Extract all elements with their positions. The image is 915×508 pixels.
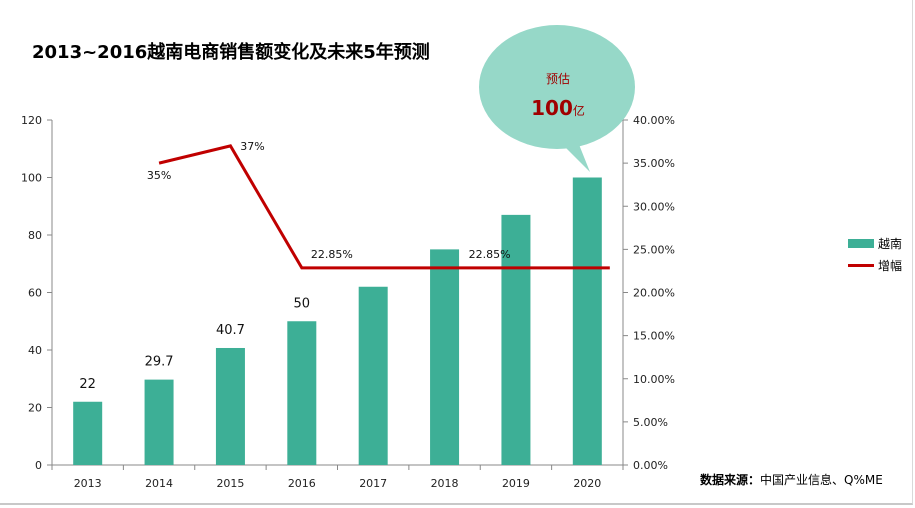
legend-item-bar: 越南: [848, 232, 902, 254]
callout-value-group: 100亿: [520, 96, 596, 120]
y-left-tick-label: 40: [28, 344, 42, 357]
y-right-tick-label: 15.00%: [633, 330, 675, 343]
bar: [73, 401, 103, 465]
bar: [287, 321, 317, 465]
callout-label: 预估: [545, 72, 570, 86]
y-left-tick-label: 60: [28, 287, 42, 300]
chart-title: 2013~2016越南电商销售额变化及未来5年预测: [32, 42, 430, 63]
y-right-tick-label: 20.00%: [633, 287, 675, 300]
y-right-tick-label: 0.00%: [633, 459, 668, 472]
line-data-label: 22.85%: [311, 248, 353, 261]
y-left-tick-label: 80: [28, 229, 42, 242]
bar-data-label: 29.7: [145, 355, 174, 370]
line-data-label: 22.85%: [469, 248, 511, 261]
y-left-tick-label: 120: [21, 114, 42, 127]
legend-swatch-bar: [848, 238, 874, 248]
callout-unit: 亿: [572, 104, 585, 118]
x-tick-label: 2018: [431, 477, 459, 490]
x-tick-label: 2013: [74, 477, 102, 490]
legend-label-line: 增幅: [878, 258, 903, 273]
y-left-tick-label: 0: [35, 459, 42, 472]
bar: [215, 347, 245, 465]
bar: [501, 214, 531, 465]
x-tick-label: 2014: [145, 477, 173, 490]
source-note: 数据来源：中国产业信息、Q%ME: [700, 471, 883, 488]
x-tick-label: 2019: [502, 477, 530, 490]
bar-data-label: 50: [294, 296, 311, 311]
bar: [144, 379, 174, 465]
x-tick-label: 2016: [288, 477, 316, 490]
callout-value: 100: [531, 96, 573, 120]
source-text: 中国产业信息、Q%ME: [760, 473, 883, 487]
y-left-tick-label: 20: [28, 402, 42, 415]
bar-data-label: 22: [79, 377, 96, 392]
legend-item-line: 增幅: [848, 254, 902, 276]
x-tick-label: 2017: [359, 477, 387, 490]
x-tick-label: 2015: [216, 477, 244, 490]
source-label: 数据来源：: [700, 473, 761, 487]
legend-swatch-line: [848, 263, 874, 267]
growth-line: [158, 144, 610, 270]
bar: [358, 286, 388, 465]
line-data-label: 37%: [240, 140, 264, 153]
bar: [430, 249, 460, 465]
bar: [572, 177, 602, 465]
y-right-tick-label: 40.00%: [633, 114, 675, 127]
y-right-tick-label: 5.00%: [633, 416, 668, 429]
callout-bubble: [479, 25, 635, 149]
y-left-tick-label: 100: [21, 172, 42, 185]
callout-tail: [566, 142, 590, 172]
y-right-tick-label: 10.00%: [633, 373, 675, 386]
legend: 越南 增幅: [848, 232, 902, 276]
legend-label-bar: 越南: [878, 236, 903, 251]
y-right-tick-label: 25.00%: [633, 243, 675, 256]
x-tick-label: 2020: [573, 477, 601, 490]
line-data-label: 35%: [147, 169, 171, 182]
y-right-tick-label: 35.00%: [633, 157, 675, 170]
y-right-tick-label: 30.00%: [633, 200, 675, 213]
bar-data-label: 40.7: [216, 323, 245, 338]
